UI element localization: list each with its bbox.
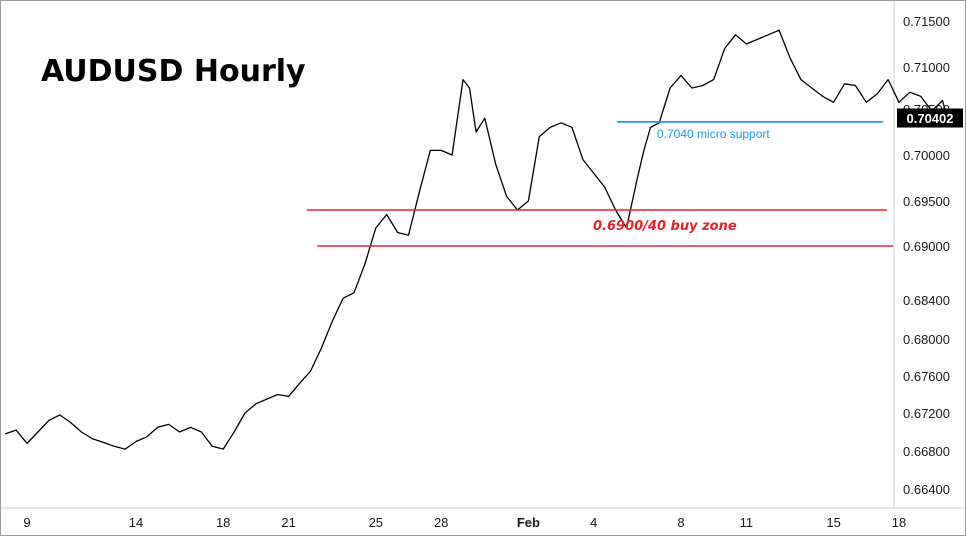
time-axis-tick-label: 4 — [590, 515, 597, 530]
time-axis-tick-label: 25 — [369, 515, 383, 530]
price-axis-tick-label: 0.67200 — [903, 406, 950, 421]
price-axis-tick-label: 0.69000 — [903, 239, 950, 254]
current-price-tag: 0.70402 — [897, 108, 963, 128]
time-axis-tick-label: 21 — [281, 515, 295, 530]
price-axis-tick-label: 0.66400 — [903, 482, 950, 497]
time-axis-tick-label: 8 — [677, 515, 684, 530]
current-price-tag-bg — [897, 108, 963, 128]
time-axis-tick-label: 18 — [892, 515, 906, 530]
price-axis-tick-label: 0.66800 — [903, 444, 950, 459]
price-axis-tick-label: 0.69500 — [903, 194, 950, 209]
time-axis-tick-label: 9 — [23, 515, 30, 530]
time-axis-tick-label: 18 — [216, 515, 230, 530]
micro-support-label: 0.7040 micro support — [657, 127, 770, 141]
time-axis[interactable]: 91418212528Feb4811151822 — [23, 515, 965, 530]
buy-zone-label: 0.6900/40 buy zone — [593, 219, 737, 234]
price-axis-tick-label: 0.68000 — [903, 332, 950, 347]
current-price-value: 0.70402 — [907, 111, 954, 126]
price-axis-tick-label: 0.71000 — [903, 60, 950, 75]
price-axis-tick-label: 0.68400 — [903, 293, 950, 308]
time-axis-tick-label: 14 — [129, 515, 143, 530]
time-axis-tick-label: 11 — [740, 515, 754, 530]
price-axis-tick-label: 0.71500 — [903, 14, 950, 29]
time-axis-tick-label: Feb — [517, 515, 540, 530]
time-axis-tick-label: 15 — [826, 515, 840, 530]
price-axis-tick-label: 0.67600 — [903, 369, 950, 384]
price-axis[interactable]: 0.715000.710000.705000.700000.695000.690… — [903, 14, 950, 497]
price-axis-tick-label: 0.70000 — [903, 148, 950, 163]
price-series-line — [4, 29, 948, 450]
time-axis-tick-label: 28 — [434, 515, 448, 530]
chart-title: AUDUSD Hourly — [41, 54, 306, 89]
